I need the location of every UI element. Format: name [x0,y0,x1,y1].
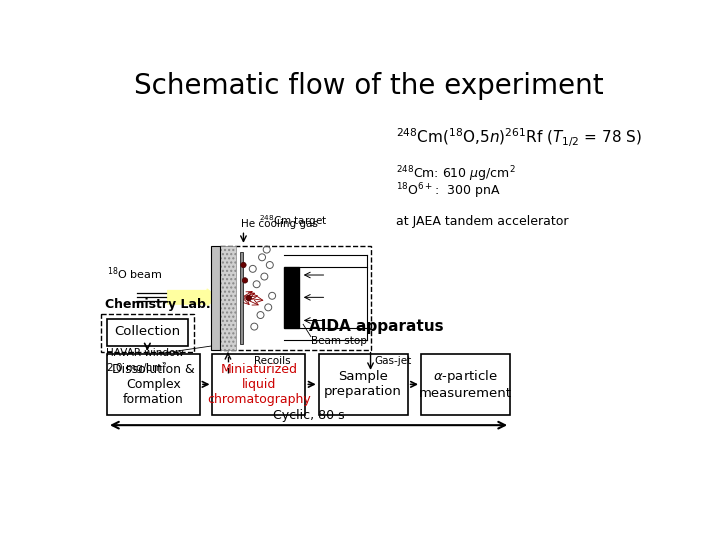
Bar [284,267,300,328]
Text: $^{248}$Cm: 610 $\mu$g/cm$^2$: $^{248}$Cm: 610 $\mu$g/cm$^2$ [396,165,516,185]
Text: He cooling gas: He cooling gas [241,219,318,229]
Bar [211,246,220,350]
Text: Gas-jet: Gas-jet [374,356,412,366]
Bar [240,252,243,343]
Bar [220,246,372,350]
Bar [101,314,194,352]
Bar [107,319,189,346]
Text: Beam stop: Beam stop [311,336,366,346]
Bar [319,354,408,415]
Text: Dissolution &
Complex
formation: Dissolution & Complex formation [112,363,195,406]
Text: $^{18}$O beam: $^{18}$O beam [107,265,162,282]
Text: Miniaturized
liquid
chromatography: Miniaturized liquid chromatography [207,363,311,406]
Bar [107,354,200,415]
Text: AIDA apparatus: AIDA apparatus [310,319,444,334]
Text: $^{248}$Cm($^{18}$O,5$n$)$^{261}$Rf ($T_{1/2}$ = 78 S): $^{248}$Cm($^{18}$O,5$n$)$^{261}$Rf ($T_… [396,126,642,149]
Text: Chemistry Lab.: Chemistry Lab. [104,298,210,311]
Text: HAVAR window
2.0 mg/cm$^2$: HAVAR window 2.0 mg/cm$^2$ [106,348,184,376]
Circle shape [240,262,246,268]
Text: $^{248}$Cm target: $^{248}$Cm target [259,213,328,229]
Bar [220,246,235,350]
Bar [421,354,510,415]
Bar [212,354,305,415]
Text: Collection: Collection [114,326,181,339]
Text: $\alpha$-particle
measurement: $\alpha$-particle measurement [418,368,512,400]
Text: Sample
preparation: Sample preparation [324,370,402,399]
Text: Schematic flow of the experiment: Schematic flow of the experiment [134,72,604,100]
Text: Cyclic, 80 s: Cyclic, 80 s [273,409,344,422]
Circle shape [243,278,248,283]
Circle shape [246,295,251,301]
Text: $^{18}$O$^{6+}$:  300 pnA: $^{18}$O$^{6+}$: 300 pnA [396,182,500,201]
Text: at JAEA tandem accelerator: at JAEA tandem accelerator [396,215,569,228]
FancyArrow shape [168,289,218,306]
Text: Recoils: Recoils [254,356,290,366]
